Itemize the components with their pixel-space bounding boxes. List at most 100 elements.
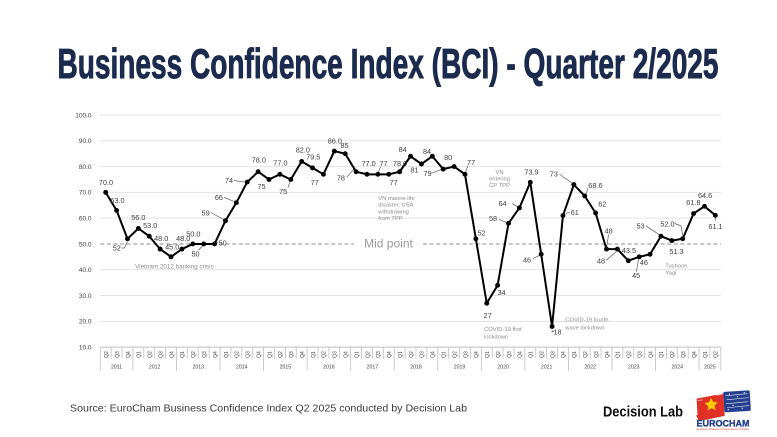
svg-text:Q4: Q4 xyxy=(344,351,350,358)
svg-text:Q2: Q2 xyxy=(670,351,676,358)
svg-text:Q3: Q3 xyxy=(550,351,556,358)
svg-text:Q1: Q1 xyxy=(137,351,143,358)
svg-text:Business Confidence Index (BCI: Business Confidence Index (BCI) - Quarte… xyxy=(58,40,719,87)
svg-text:34: 34 xyxy=(497,288,505,297)
svg-text:58: 58 xyxy=(489,214,497,223)
svg-text:Q1: Q1 xyxy=(311,351,317,358)
svg-text:70.0: 70.0 xyxy=(99,178,113,187)
svg-text:86.0: 86.0 xyxy=(328,136,342,145)
svg-text:Q2: Q2 xyxy=(322,351,328,358)
svg-text:64: 64 xyxy=(498,199,506,208)
svg-text:79: 79 xyxy=(424,169,432,178)
svg-text:27: 27 xyxy=(484,311,492,320)
svg-text:2022: 2022 xyxy=(584,364,596,370)
svg-text:VN: VN xyxy=(495,170,503,176)
svg-text:77.0: 77.0 xyxy=(273,158,287,167)
svg-text:COVID-19 first: COVID-19 first xyxy=(484,327,522,333)
svg-text:2018: 2018 xyxy=(410,364,422,370)
svg-text:68.6: 68.6 xyxy=(588,181,602,190)
svg-text:40.0: 40.0 xyxy=(79,267,92,274)
svg-text:70.0: 70.0 xyxy=(79,190,92,197)
svg-text:84: 84 xyxy=(399,145,407,154)
svg-text:Q3: Q3 xyxy=(246,351,252,358)
svg-text:Q3: Q3 xyxy=(420,351,426,358)
svg-text:withdrawing: withdrawing xyxy=(377,209,409,215)
svg-text:48: 48 xyxy=(605,227,613,236)
svg-text:82.0: 82.0 xyxy=(296,146,310,155)
svg-text:2021: 2021 xyxy=(541,364,553,370)
svg-text:Q4: Q4 xyxy=(648,351,654,358)
svg-text:CP TPP: CP TPP xyxy=(489,183,510,189)
svg-text:Q4: Q4 xyxy=(169,351,175,358)
svg-text:75: 75 xyxy=(257,182,265,191)
svg-text:Q2: Q2 xyxy=(104,351,110,358)
svg-text:52.0: 52.0 xyxy=(660,220,674,229)
svg-text:2023: 2023 xyxy=(628,364,640,370)
svg-text:77: 77 xyxy=(379,159,387,168)
svg-text:entering: entering xyxy=(489,177,510,183)
svg-text:Q1: Q1 xyxy=(485,351,491,358)
svg-text:Q3: Q3 xyxy=(463,351,469,358)
svg-text:48.0: 48.0 xyxy=(154,234,168,243)
svg-text:62: 62 xyxy=(598,200,606,209)
svg-text:78.0: 78.0 xyxy=(252,156,266,165)
svg-text:75: 75 xyxy=(279,187,287,196)
svg-text:Q2: Q2 xyxy=(627,351,633,358)
svg-text:84: 84 xyxy=(423,147,431,156)
svg-text:EUROCHAM: EUROCHAM xyxy=(697,419,750,429)
svg-text:73: 73 xyxy=(550,169,558,178)
svg-text:50.0: 50.0 xyxy=(79,241,92,248)
svg-text:80: 80 xyxy=(444,153,452,162)
svg-text:Q1: Q1 xyxy=(659,351,665,358)
svg-text:Q1: Q1 xyxy=(224,351,230,358)
svg-text:2019: 2019 xyxy=(454,364,466,370)
svg-text:2014: 2014 xyxy=(236,364,248,370)
svg-text:81: 81 xyxy=(410,165,418,174)
svg-text:45.0: 45.0 xyxy=(165,242,179,251)
svg-text:Q4: Q4 xyxy=(300,351,306,358)
svg-text:Q2: Q2 xyxy=(191,351,197,358)
svg-text:Q4: Q4 xyxy=(256,351,262,358)
svg-text:Q1: Q1 xyxy=(703,351,709,358)
svg-text:VN marine life: VN marine life xyxy=(378,196,414,202)
svg-text:Mid point: Mid point xyxy=(364,237,413,251)
svg-text:52: 52 xyxy=(113,244,121,253)
svg-text:2012: 2012 xyxy=(149,364,161,370)
svg-text:52: 52 xyxy=(477,229,485,238)
svg-text:18: 18 xyxy=(553,328,561,337)
svg-text:59: 59 xyxy=(202,208,210,217)
svg-text:2020: 2020 xyxy=(497,364,509,370)
svg-text:73.9: 73.9 xyxy=(524,168,538,177)
svg-text:77.0: 77.0 xyxy=(361,159,375,168)
svg-text:Q2: Q2 xyxy=(452,351,458,358)
svg-text:Q1: Q1 xyxy=(354,351,360,358)
svg-text:2024: 2024 xyxy=(671,364,683,370)
svg-text:2016: 2016 xyxy=(323,364,335,370)
svg-text:53.0: 53.0 xyxy=(143,221,157,230)
svg-text:Q4: Q4 xyxy=(692,351,698,358)
svg-text:Q2: Q2 xyxy=(365,351,371,358)
svg-text:Q4: Q4 xyxy=(213,351,219,358)
svg-text:46: 46 xyxy=(523,256,531,265)
svg-text:Q2: Q2 xyxy=(539,351,545,358)
svg-text:43.5: 43.5 xyxy=(622,246,636,255)
svg-text:Q3: Q3 xyxy=(115,351,121,358)
svg-text:Q3: Q3 xyxy=(376,351,382,358)
svg-text:66: 66 xyxy=(215,193,223,202)
svg-text:lockdown: lockdown xyxy=(484,334,508,340)
svg-text:Q4: Q4 xyxy=(126,351,132,358)
svg-text:77: 77 xyxy=(311,178,319,187)
svg-text:77: 77 xyxy=(467,158,475,167)
svg-text:Vietnam 2012 banking crisis: Vietnam 2012 banking crisis xyxy=(135,264,214,271)
svg-text:78: 78 xyxy=(337,173,345,182)
svg-text:Q3: Q3 xyxy=(507,351,513,358)
svg-text:53: 53 xyxy=(636,221,644,230)
svg-text:Yagi: Yagi xyxy=(665,270,676,276)
svg-text:Q1: Q1 xyxy=(529,351,535,358)
svg-text:Q2: Q2 xyxy=(278,351,284,358)
svg-text:Q1: Q1 xyxy=(616,351,622,358)
svg-text:2017: 2017 xyxy=(367,364,379,370)
svg-text:50.0: 50.0 xyxy=(186,229,200,238)
svg-text:Q4: Q4 xyxy=(431,351,437,358)
svg-text:Q1: Q1 xyxy=(572,351,578,358)
